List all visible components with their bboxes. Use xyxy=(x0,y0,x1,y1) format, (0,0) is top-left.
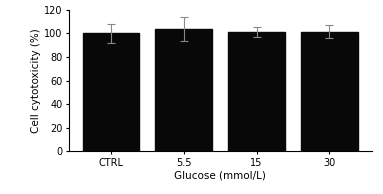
Bar xyxy=(301,32,358,151)
X-axis label: Glucose (mmol/L): Glucose (mmol/L) xyxy=(174,170,266,180)
Bar xyxy=(228,32,285,151)
Y-axis label: Cell cytotoxicity (%): Cell cytotoxicity (%) xyxy=(31,28,41,133)
Bar xyxy=(83,33,139,151)
Bar xyxy=(155,29,212,151)
